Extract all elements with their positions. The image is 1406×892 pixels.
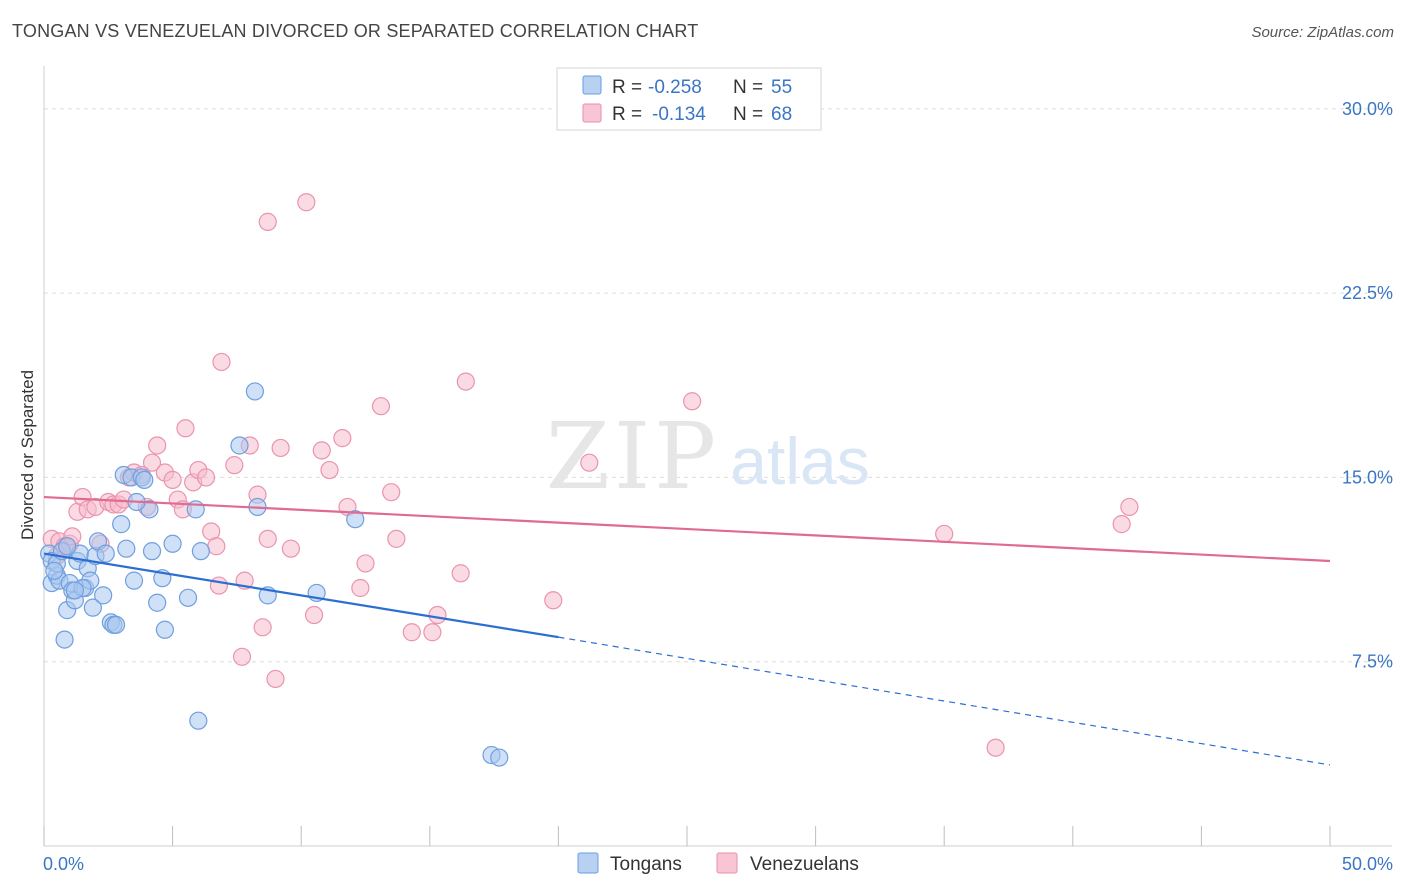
legend-n-label-1: N =	[733, 77, 763, 98]
venezuelans-point-60	[580, 453, 599, 472]
legend-n-value-2: 68	[771, 104, 792, 125]
y-tick-labels: 7.5% 15.0% 22.5% 30.0%	[1342, 99, 1393, 672]
legend-swatch-tongans	[582, 75, 602, 95]
venezuelans-point-20	[148, 436, 167, 455]
venezuelans-point-43	[297, 193, 316, 212]
venezuelans-point-64	[1112, 515, 1131, 534]
tongans-point-33	[148, 593, 167, 612]
venezuelans-point-25	[176, 419, 195, 438]
series-legend-swatch-venezuelans	[716, 852, 738, 874]
venezuelans-point-47	[333, 429, 352, 448]
venezuelans-point-54	[402, 623, 421, 642]
venezuelans-point-40	[266, 669, 285, 689]
tongans-point-7	[55, 630, 74, 649]
venezuelans-point-56	[428, 605, 447, 625]
venezuelans-point-32	[212, 352, 231, 372]
venezuelans-point-52	[382, 483, 401, 502]
legend-r-value-1: -0.258	[648, 77, 702, 98]
gridlines	[44, 108, 1392, 663]
venezuelans-point-62	[935, 524, 954, 544]
venezuelans-point-22	[163, 470, 182, 489]
venezuelans-point-19	[142, 453, 162, 472]
tongans-trend-extension	[558, 636, 1331, 766]
tongans-point-39	[189, 711, 208, 730]
tongans-point-32	[142, 542, 162, 561]
tongans-point-41	[230, 436, 249, 455]
legend-n-label-2: N =	[733, 104, 763, 125]
watermark-zip: ZIP	[546, 403, 720, 510]
venezuelans-point-49	[351, 578, 370, 598]
venezuelans-point-57	[451, 564, 470, 583]
y-tick-label-0: 7.5%	[1352, 652, 1393, 672]
tongans-point-36	[163, 534, 182, 553]
tongans-point-30	[135, 470, 154, 489]
legend-n-value-1: 55	[771, 77, 792, 98]
legend-r-label-2: R =	[612, 104, 642, 125]
x-tick-labels: 0.0% 50.0%	[43, 854, 1393, 874]
venezuelans-point-31	[209, 576, 228, 595]
tongans-point-17	[83, 598, 102, 617]
legend-r-value-2: -0.134	[652, 104, 706, 125]
series-legend-label-venezuelans: Venezuelans	[750, 854, 859, 875]
x-tick-label-1: 50.0%	[1342, 854, 1393, 874]
tongans-point-46	[346, 510, 365, 529]
trend-lines	[43, 495, 1331, 766]
y-axis-title: Divorced or Separated	[18, 370, 37, 540]
venezuelans-trend-line	[43, 495, 1331, 563]
watermark: ZIP atlas	[546, 403, 870, 510]
tongans-point-20	[94, 586, 113, 605]
venezuelans-point-41	[271, 438, 290, 458]
tongans-point-42	[245, 382, 265, 401]
tongans-point-21	[96, 544, 115, 563]
venezuelans-point-65	[1120, 497, 1139, 517]
tongans-point-54	[45, 561, 64, 580]
venezuelans-point-33	[225, 456, 244, 475]
venezuelans-point-28	[196, 468, 216, 487]
legend-swatch-venezuelans	[582, 103, 602, 123]
y-tick-label-3: 30.0%	[1342, 99, 1393, 119]
axes	[43, 66, 1392, 847]
venezuelans-point-46	[320, 460, 339, 480]
venezuelans-point-59	[544, 591, 563, 610]
venezuelans-point-39	[258, 529, 277, 548]
venezuelans-point-30	[207, 537, 226, 556]
chart-title: TONGAN VS VENEZUELAN DIVORCED OR SEPARAT…	[12, 21, 699, 41]
tongans-point-40	[191, 542, 210, 561]
series-legend-label-tongans: Tongans	[610, 854, 682, 875]
source-label: Source: ZipAtlas.com	[1251, 24, 1394, 41]
venezuelans-point-66	[258, 212, 277, 231]
venezuelans-point-34	[232, 647, 252, 666]
tongans-point-51	[106, 615, 126, 634]
venezuelans-point-53	[387, 529, 406, 548]
tongans-point-24	[112, 515, 131, 534]
venezuelans-point-45	[312, 441, 331, 460]
correlation-legend: R = -0.258 N = 55 R = -0.134 N = 68	[556, 67, 822, 131]
venezuelans-point-51	[371, 397, 391, 416]
venezuelans-point-50	[356, 554, 375, 573]
tongans-point-37	[178, 588, 198, 607]
venezuelans-point-42	[281, 539, 301, 558]
y-tick-label-2: 22.5%	[1342, 283, 1393, 303]
tongans-point-52	[65, 581, 84, 600]
venezuelans-point-38	[253, 618, 272, 637]
tongans-point-35	[155, 620, 174, 639]
x-tick-label-0: 0.0%	[43, 854, 84, 874]
series-legend-swatch-tongans	[577, 852, 599, 874]
y-tick-label-1: 15.0%	[1342, 467, 1393, 487]
watermark-atlas: atlas	[730, 424, 869, 498]
tongans-point-28	[124, 571, 144, 590]
venezuelans-point-55	[423, 623, 442, 642]
venezuelans-point-63	[986, 738, 1005, 757]
venezuelans-point-58	[456, 372, 475, 391]
venezuelans-point-44	[304, 605, 324, 625]
tongans-point-26	[117, 539, 136, 558]
tongans-trend-line	[43, 552, 559, 639]
venezuelans-point-61	[683, 392, 702, 411]
tongans-points	[40, 382, 509, 767]
series-legend: Tongans Venezuelans	[577, 852, 859, 875]
legend-r-label-1: R =	[612, 77, 642, 98]
tongans-point-48	[490, 748, 509, 767]
tongans-point-50	[58, 537, 77, 556]
